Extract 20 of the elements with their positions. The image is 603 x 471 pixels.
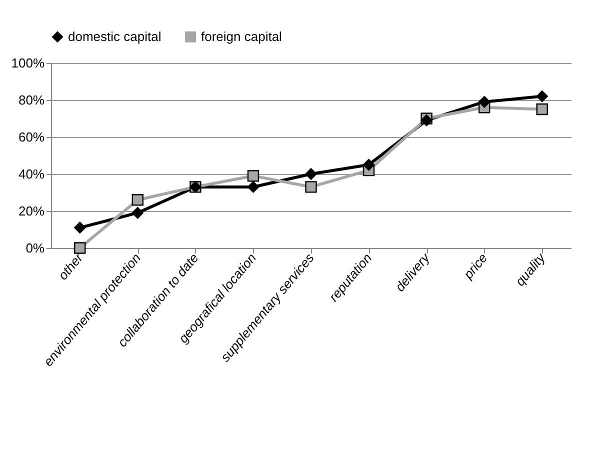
y-tick-label: 20% <box>18 204 45 218</box>
y-tick-label: 100% <box>11 56 45 70</box>
point <box>132 194 144 206</box>
point <box>536 90 548 102</box>
point <box>74 222 86 234</box>
point <box>362 158 375 171</box>
y-tick-label: 60% <box>18 130 45 144</box>
point <box>247 170 260 182</box>
y-tick-label: 0% <box>26 240 45 256</box>
point <box>74 242 86 254</box>
legend-label: foreign capital <box>201 28 282 44</box>
point <box>478 96 490 108</box>
legend-label: domestic capital <box>68 28 162 44</box>
y-tick-label: 40% <box>18 166 45 182</box>
point <box>305 181 317 193</box>
point <box>305 168 317 180</box>
y-tick-label: 80% <box>18 92 45 108</box>
point <box>247 181 260 193</box>
point <box>132 207 144 219</box>
point <box>536 103 548 116</box>
